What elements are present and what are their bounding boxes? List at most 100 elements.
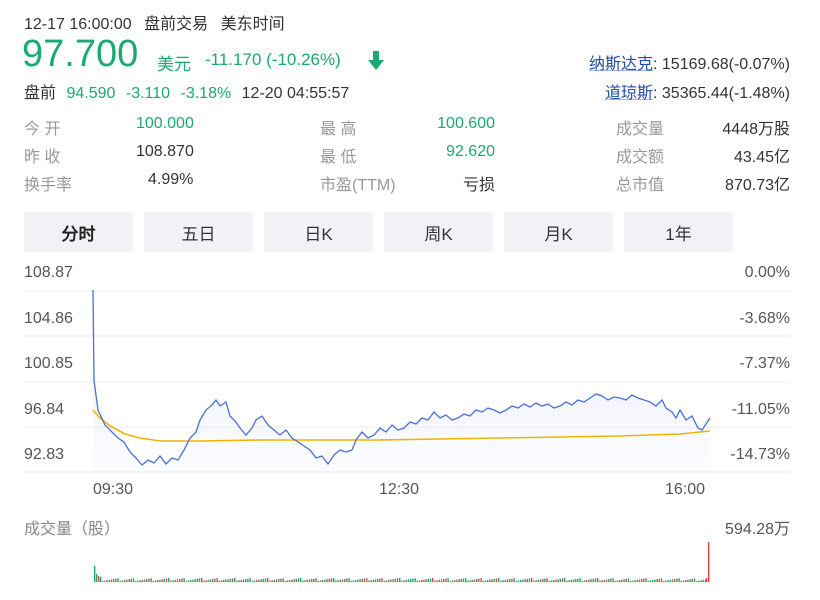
volume-bar <box>289 580 291 582</box>
tab-monthly-k[interactable]: 月K <box>504 212 613 252</box>
volume-bar <box>610 578 612 582</box>
volume-bar <box>654 579 656 582</box>
volume-bar <box>269 580 271 582</box>
volume-bar <box>614 580 616 582</box>
volume-bar <box>454 580 456 582</box>
volume-bar <box>412 578 414 582</box>
tab-intraday[interactable]: 分时 <box>24 212 133 252</box>
y-label-0: 108.87 <box>24 264 73 281</box>
pct-label-0: 0.00% <box>744 264 790 281</box>
volume-bar <box>181 578 183 582</box>
volume-bar <box>352 580 355 582</box>
volume-bar <box>460 578 462 582</box>
volume-bar <box>161 579 163 582</box>
volume-bar <box>366 578 368 582</box>
volume-bar <box>368 580 370 582</box>
index-nasdaq[interactable]: 纳斯达克: 15169.68(-0.07%) <box>589 50 790 74</box>
tab-five-day[interactable]: 五日 <box>144 212 253 252</box>
volume-bar <box>482 580 484 582</box>
volume-bar <box>698 580 700 582</box>
volume-bar <box>643 578 645 582</box>
stat-value-amount: 43.45亿 <box>733 149 790 166</box>
volume-bar <box>667 580 669 582</box>
volume-bar <box>423 579 425 582</box>
volume-bar <box>339 579 341 582</box>
volume-bar <box>273 579 275 582</box>
volume-bar <box>132 578 135 582</box>
volume-bar <box>544 578 546 582</box>
volume-bar <box>414 578 416 582</box>
volume-bar <box>539 579 542 582</box>
volume-bar <box>489 579 491 582</box>
volume-bar <box>436 580 438 582</box>
index-nasdaq-value: : 15169.68(-0.07%) <box>653 56 790 73</box>
volume-bar <box>326 579 328 582</box>
volume-bar <box>328 578 330 582</box>
chart-period-tabs: 分时 五日 日K 周K 月K 1年 <box>24 212 733 252</box>
intraday-chart[interactable] <box>0 260 820 600</box>
volume-bar <box>315 578 317 582</box>
volume-bar <box>113 579 115 582</box>
tab-one-year[interactable]: 1年 <box>624 212 733 252</box>
volume-bar <box>363 578 366 582</box>
volume-bar <box>649 580 652 582</box>
volume-bar <box>330 578 333 582</box>
volume-bar <box>425 579 427 582</box>
stat-value-low: 92.620 <box>446 143 495 160</box>
stat-label-prev-close: 昨 收 <box>24 149 61 166</box>
volume-bar <box>632 580 634 582</box>
volume-bar <box>157 580 159 582</box>
volume-bar <box>262 578 264 582</box>
volume-bar <box>249 578 251 582</box>
volume-bar <box>357 579 359 582</box>
volume-bar <box>207 579 209 582</box>
index-dow[interactable]: 道琼斯: 35365.44(-1.48%) <box>605 79 790 103</box>
volume-bar <box>671 579 674 582</box>
volume-bar <box>150 578 152 582</box>
x-label-close: 16:00 <box>665 481 706 498</box>
index-nasdaq-name[interactable]: 纳斯达克 <box>589 56 654 73</box>
price-line <box>92 289 711 466</box>
volume-bar <box>293 579 295 582</box>
volume-bar <box>504 579 506 582</box>
volume-bar <box>623 579 625 582</box>
volume-bar <box>98 576 100 582</box>
volume-bar <box>260 579 262 582</box>
volume-bar <box>344 579 346 582</box>
volume-bar <box>183 578 185 582</box>
volume-bar <box>102 581 104 582</box>
volume-bar <box>258 579 260 582</box>
volume-bar <box>377 579 379 582</box>
volume-bar <box>218 580 220 582</box>
volume-bar <box>515 580 517 582</box>
volume-bar <box>392 579 394 582</box>
volume-bar <box>110 579 113 582</box>
pct-label-1: -3.68% <box>739 310 790 327</box>
currency-label: 美元 <box>157 55 191 74</box>
volume-bar <box>399 578 401 582</box>
stat-value-open: 100.000 <box>136 115 194 132</box>
tab-weekly-k[interactable]: 周K <box>384 212 493 252</box>
volume-bar <box>170 580 172 582</box>
volume-bar <box>126 579 128 582</box>
index-dow-name[interactable]: 道琼斯 <box>605 85 654 102</box>
tab-daily-k[interactable]: 日K <box>264 212 373 252</box>
volume-bar <box>608 579 610 582</box>
volume-bar <box>385 580 388 582</box>
volume-bar <box>115 578 117 582</box>
stat-label-pe: 市盈(TTM) <box>320 177 396 194</box>
volume-bar <box>335 580 337 582</box>
volume-bar <box>236 580 238 582</box>
volume-bar <box>535 580 537 582</box>
volume-bar <box>247 578 249 582</box>
premarket-change: -3.110 <box>125 85 171 102</box>
y-label-3: 96.84 <box>24 401 65 418</box>
volume-bar <box>148 578 150 582</box>
volume-bar <box>588 579 590 582</box>
pct-label-3: -11.05% <box>731 401 790 418</box>
volume-bar <box>581 580 583 582</box>
volume-bar <box>139 580 141 582</box>
volume-bar <box>231 578 234 582</box>
volume-bar <box>227 579 229 582</box>
volume-bar <box>394 578 396 582</box>
